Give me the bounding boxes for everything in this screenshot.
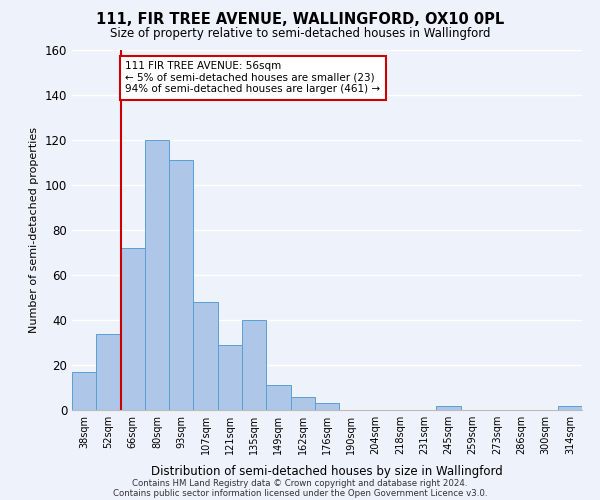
Bar [96,334,121,410]
Bar [315,403,339,410]
Bar [436,406,461,410]
Bar [242,320,266,410]
Text: Contains HM Land Registry data © Crown copyright and database right 2024.: Contains HM Land Registry data © Crown c… [132,478,468,488]
Bar [145,140,169,410]
Bar [169,160,193,410]
Bar [290,396,315,410]
Bar [558,406,582,410]
Bar [266,385,290,410]
Text: 111 FIR TREE AVENUE: 56sqm
← 5% of semi-detached houses are smaller (23)
94% of : 111 FIR TREE AVENUE: 56sqm ← 5% of semi-… [125,62,380,94]
Bar [72,372,96,410]
Bar [193,302,218,410]
Text: Contains public sector information licensed under the Open Government Licence v3: Contains public sector information licen… [113,488,487,498]
Bar [121,248,145,410]
Text: Size of property relative to semi-detached houses in Wallingford: Size of property relative to semi-detach… [110,28,490,40]
Text: 111, FIR TREE AVENUE, WALLINGFORD, OX10 0PL: 111, FIR TREE AVENUE, WALLINGFORD, OX10 … [96,12,504,28]
Y-axis label: Number of semi-detached properties: Number of semi-detached properties [29,127,39,333]
X-axis label: Distribution of semi-detached houses by size in Wallingford: Distribution of semi-detached houses by … [151,466,503,478]
Bar [218,345,242,410]
